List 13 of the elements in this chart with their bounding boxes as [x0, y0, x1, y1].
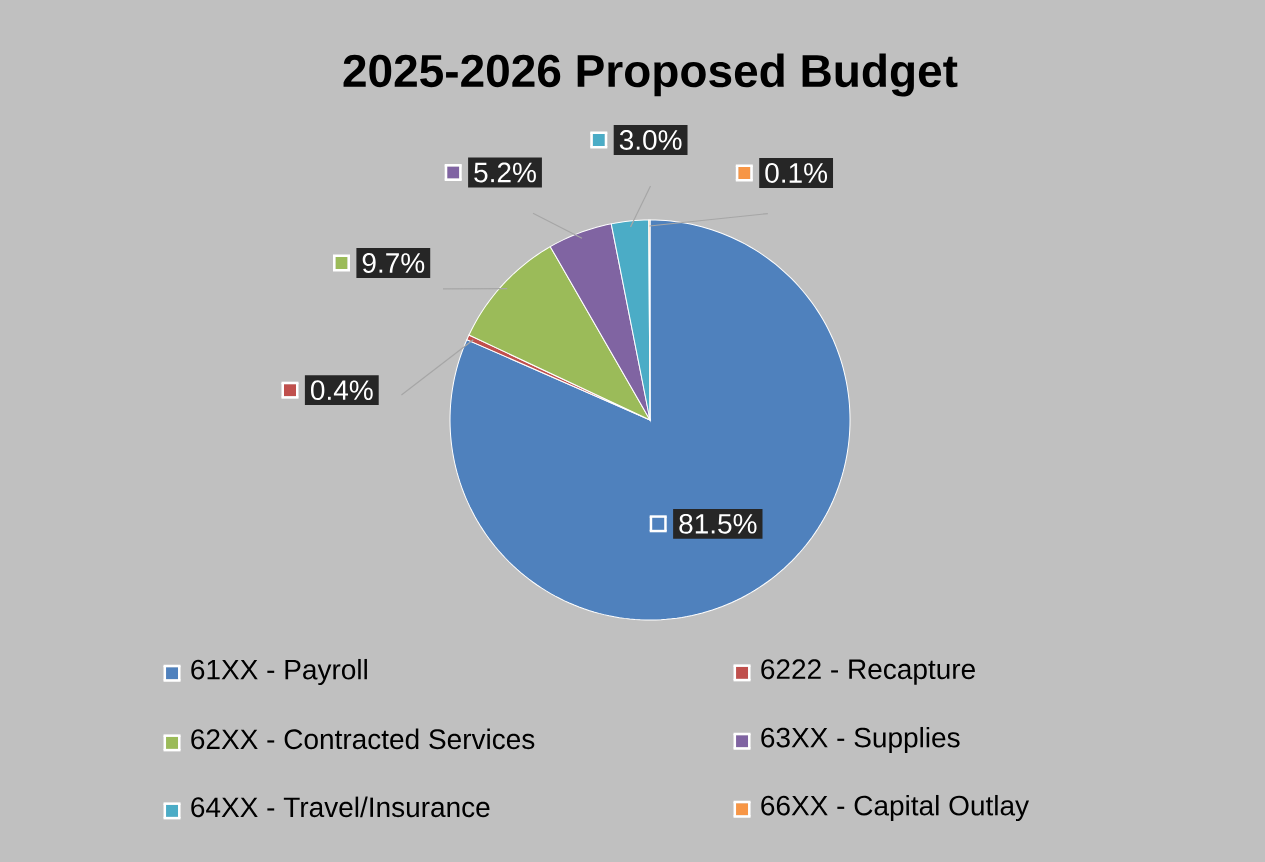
legend-label: 64XX - Travel/Insurance [191, 796, 490, 818]
legend-label: 66XX - Capital Outlay [761, 794, 1030, 822]
data-label: 0.1% [765, 163, 828, 183]
chart-title: 2025-2026 Proposed Budget [343, 53, 958, 97]
legend-label: 61XX - Payroll [191, 658, 367, 686]
data-label: 9.7% [362, 253, 425, 273]
legend-label: 62XX - Contracted Services [191, 728, 535, 750]
data-label: 0.4% [310, 380, 373, 401]
legend-label: 6222 - Recapture [761, 659, 975, 685]
data-label: 3.0% [619, 130, 682, 150]
legend-label: 63XX - Supplies [761, 726, 960, 754]
data-label: 81.5% [679, 513, 757, 534]
data-label: 5.2% [474, 162, 536, 183]
